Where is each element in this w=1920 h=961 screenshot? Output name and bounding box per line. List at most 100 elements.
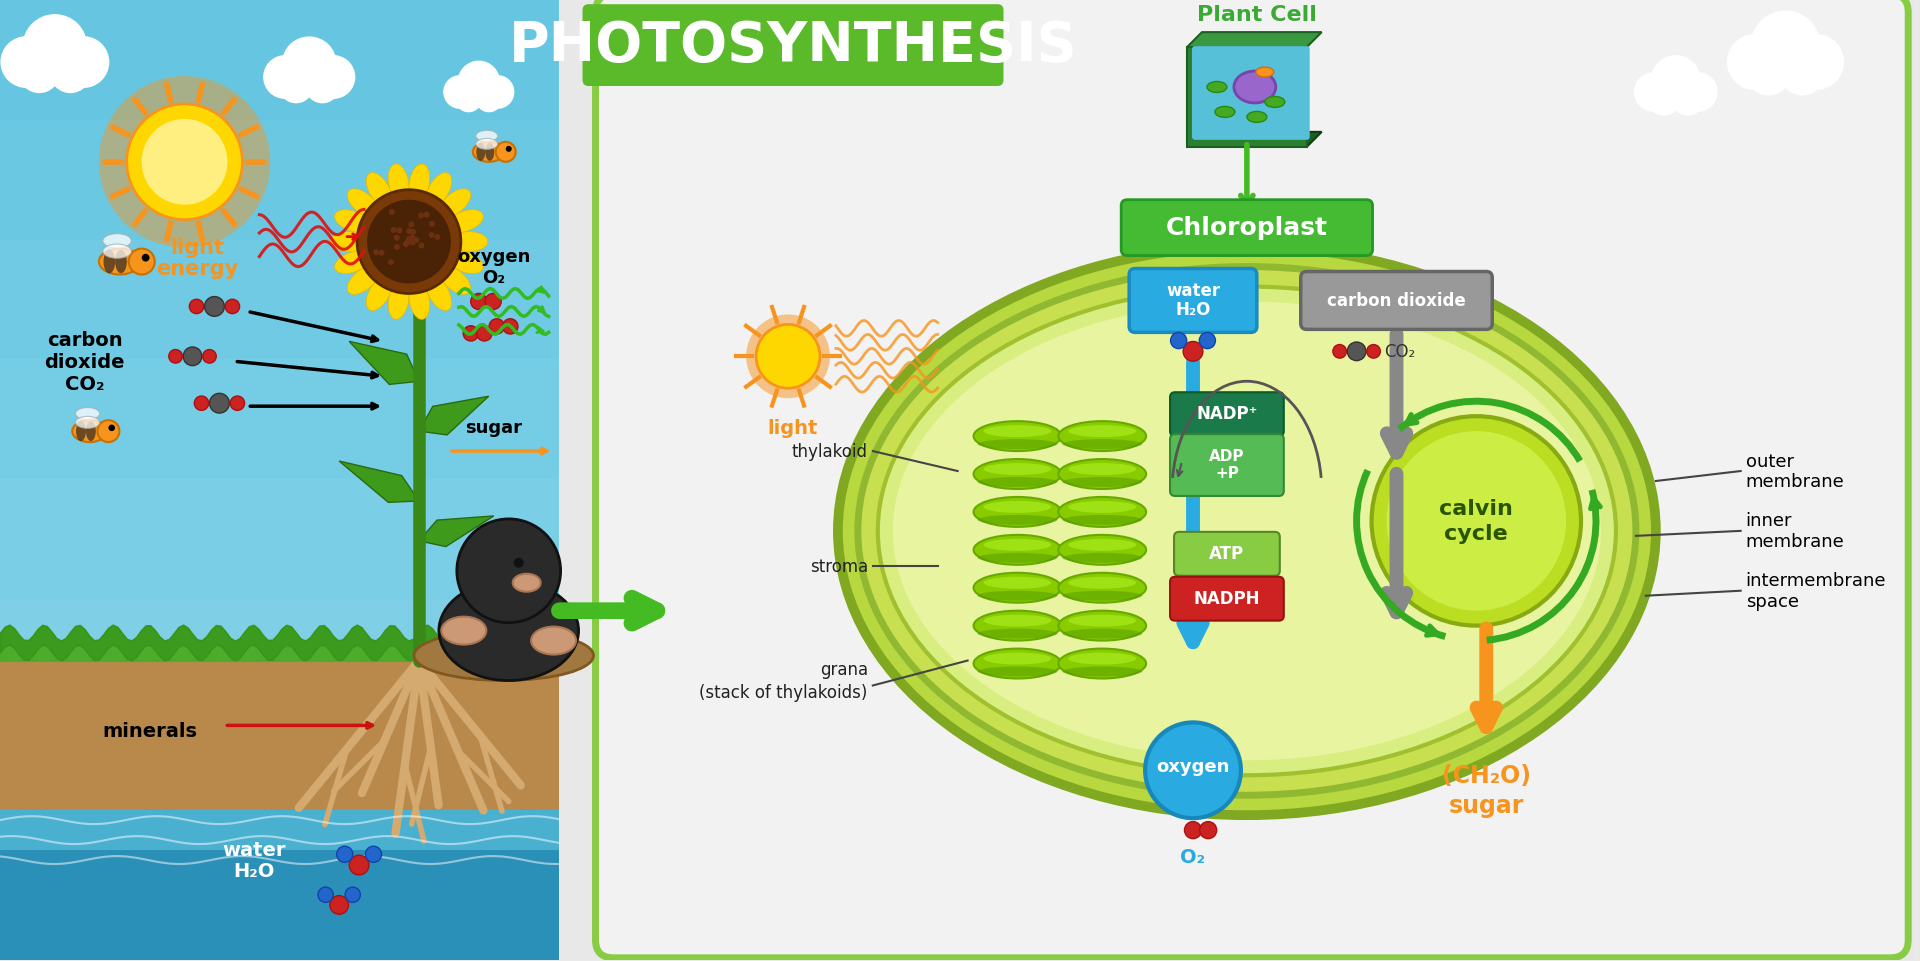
Ellipse shape (348, 266, 378, 295)
Circle shape (1634, 73, 1674, 112)
Ellipse shape (532, 627, 576, 654)
Ellipse shape (1062, 478, 1142, 487)
Ellipse shape (104, 234, 131, 249)
Circle shape (263, 56, 307, 100)
Circle shape (127, 105, 242, 220)
Polygon shape (0, 480, 559, 599)
Circle shape (142, 255, 150, 262)
Ellipse shape (115, 251, 127, 274)
Circle shape (1367, 345, 1380, 358)
Ellipse shape (1058, 573, 1146, 604)
Ellipse shape (1068, 653, 1137, 665)
Ellipse shape (977, 439, 1058, 450)
Text: stroma: stroma (810, 557, 868, 576)
Circle shape (1726, 36, 1784, 91)
Circle shape (1751, 12, 1820, 81)
Circle shape (409, 222, 415, 229)
FancyBboxPatch shape (1121, 201, 1373, 257)
Ellipse shape (77, 422, 86, 441)
Ellipse shape (100, 249, 140, 275)
Polygon shape (0, 719, 559, 838)
Ellipse shape (1068, 615, 1137, 627)
Polygon shape (0, 240, 559, 360)
Circle shape (1200, 333, 1215, 349)
Text: ADP
+P: ADP +P (1210, 449, 1244, 480)
Circle shape (204, 350, 217, 363)
Ellipse shape (977, 554, 1058, 563)
Ellipse shape (1068, 539, 1137, 552)
Ellipse shape (367, 277, 392, 311)
Circle shape (405, 239, 411, 245)
Polygon shape (1187, 48, 1308, 148)
Circle shape (349, 855, 369, 875)
Polygon shape (419, 397, 490, 435)
Circle shape (394, 245, 399, 251)
Text: (CH₂O): (CH₂O) (1442, 763, 1530, 787)
Ellipse shape (983, 615, 1052, 627)
Circle shape (225, 300, 240, 314)
FancyBboxPatch shape (595, 0, 1908, 958)
Circle shape (98, 77, 271, 248)
Ellipse shape (476, 132, 497, 142)
Ellipse shape (877, 287, 1617, 776)
Ellipse shape (973, 498, 1062, 528)
Ellipse shape (409, 283, 430, 320)
Ellipse shape (977, 667, 1058, 677)
Circle shape (428, 222, 436, 228)
Ellipse shape (1058, 535, 1146, 565)
Circle shape (419, 213, 424, 219)
Ellipse shape (388, 283, 409, 320)
Circle shape (407, 239, 413, 246)
Circle shape (394, 235, 399, 241)
Text: CO₂: CO₂ (1384, 343, 1415, 361)
Circle shape (409, 235, 415, 241)
Ellipse shape (334, 210, 371, 234)
Ellipse shape (476, 139, 497, 150)
Ellipse shape (1058, 498, 1146, 528)
Ellipse shape (1062, 591, 1142, 601)
Ellipse shape (1058, 422, 1146, 452)
Circle shape (428, 233, 434, 238)
Circle shape (319, 887, 334, 902)
Circle shape (142, 120, 227, 206)
Circle shape (129, 249, 156, 275)
Circle shape (182, 348, 202, 366)
Ellipse shape (893, 302, 1601, 760)
FancyBboxPatch shape (1169, 578, 1284, 621)
Circle shape (311, 56, 355, 100)
Circle shape (367, 201, 451, 284)
Circle shape (503, 319, 518, 334)
Ellipse shape (1062, 667, 1142, 677)
Circle shape (455, 86, 482, 113)
Text: Plant Cell: Plant Cell (1196, 5, 1317, 25)
Circle shape (411, 230, 417, 235)
Ellipse shape (1235, 72, 1275, 104)
Circle shape (1386, 431, 1567, 611)
Circle shape (1651, 56, 1701, 106)
FancyBboxPatch shape (1300, 272, 1492, 330)
Circle shape (1788, 36, 1845, 91)
Circle shape (0, 37, 52, 88)
Ellipse shape (1208, 83, 1227, 93)
Circle shape (190, 300, 204, 314)
Text: O₂: O₂ (1181, 848, 1206, 866)
Ellipse shape (1068, 426, 1137, 437)
Circle shape (169, 350, 182, 363)
Ellipse shape (977, 515, 1058, 526)
Circle shape (495, 142, 516, 162)
Polygon shape (0, 838, 559, 958)
Polygon shape (340, 461, 419, 503)
Ellipse shape (973, 459, 1062, 489)
Text: PHOTOSYNTHESIS: PHOTOSYNTHESIS (509, 19, 1077, 73)
Polygon shape (349, 342, 419, 385)
FancyBboxPatch shape (582, 5, 1004, 86)
Ellipse shape (973, 535, 1062, 565)
Text: grana
(stack of thylakoids): grana (stack of thylakoids) (699, 661, 868, 701)
Circle shape (457, 62, 499, 104)
Circle shape (23, 15, 86, 80)
Text: NADPH: NADPH (1194, 589, 1260, 607)
Ellipse shape (983, 653, 1052, 665)
Ellipse shape (409, 164, 430, 202)
Circle shape (336, 847, 353, 862)
Circle shape (388, 259, 394, 266)
